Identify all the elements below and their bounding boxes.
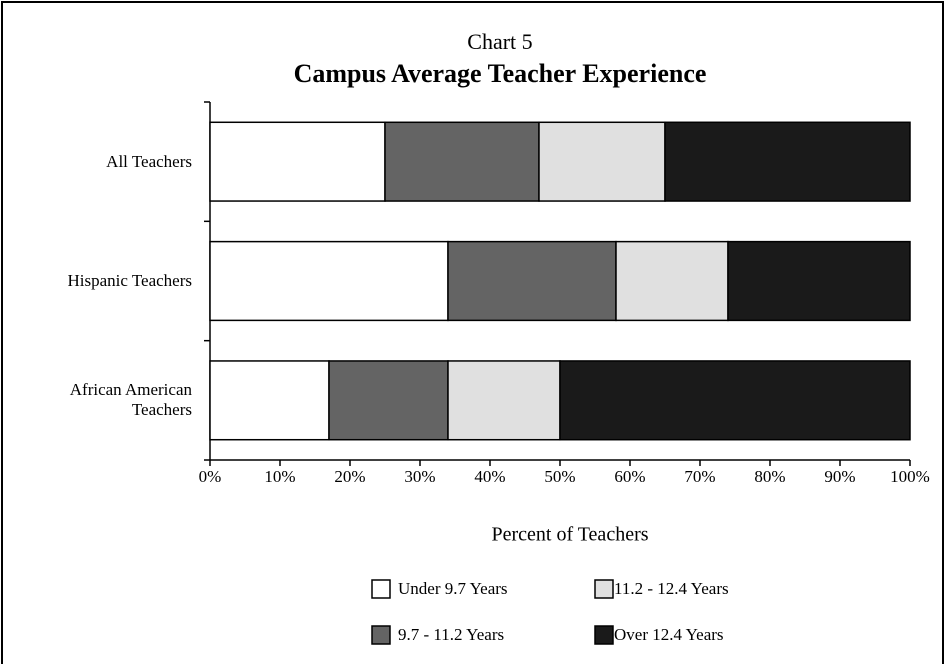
y-tick-label: All Teachers (106, 151, 192, 171)
x-tick-label: 80% (754, 467, 785, 486)
legend-swatch (594, 625, 614, 645)
bar-segment (209, 240, 449, 322)
x-tick-label: 100% (890, 467, 930, 486)
x-tick-label: 0% (199, 467, 222, 486)
chart-supertitle: Chart 5 (467, 29, 532, 54)
legend-label: Under 9.7 Years (398, 579, 508, 598)
bar-segment (384, 121, 540, 202)
bar-segment (664, 121, 911, 202)
bar-segment (538, 121, 666, 202)
x-axis-label: Percent of Teachers (491, 524, 648, 546)
legend-swatch (371, 579, 391, 599)
x-tick-label: 90% (824, 467, 855, 486)
bar-segment (447, 360, 561, 441)
bar-segment (727, 240, 911, 322)
x-tick-label: 50% (544, 467, 575, 486)
y-tick-label: Hispanic Teachers (67, 271, 192, 290)
bar-segment (209, 360, 330, 441)
bar-segment (328, 360, 449, 441)
x-tick-label: 70% (684, 467, 715, 486)
legend-swatch (371, 625, 391, 645)
legend-label: 11.2 - 12.4 Years (614, 579, 729, 598)
x-tick-label: 60% (614, 467, 645, 486)
bar-segment (209, 121, 386, 202)
x-tick-label: 30% (404, 467, 435, 486)
bar-segment (559, 360, 911, 441)
legend-label: 9.7 - 11.2 Years (398, 625, 504, 644)
bar-segment (615, 240, 729, 322)
x-tick-label: 20% (334, 467, 365, 486)
bar-segment (447, 240, 617, 322)
x-tick-label: 10% (264, 467, 295, 486)
legend-swatch (594, 579, 614, 599)
x-tick-label: 40% (474, 467, 505, 486)
chart-title: Campus Average Teacher Experience (294, 59, 707, 88)
legend-label: Over 12.4 Years (614, 625, 724, 644)
y-tick-label: African American Teachers (69, 380, 192, 420)
